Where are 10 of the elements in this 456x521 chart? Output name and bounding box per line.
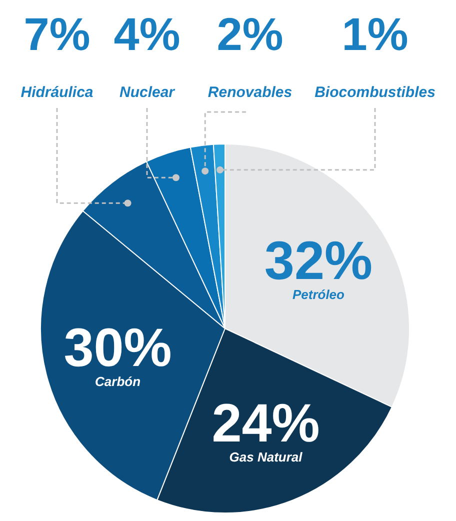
data-label: 2% xyxy=(216,8,284,60)
data-label: 4% xyxy=(114,8,180,60)
slice-label: Petróleo xyxy=(292,287,345,302)
slice-label: Renovables xyxy=(208,84,292,101)
slice-label: Hidráulica xyxy=(20,84,94,101)
data-label: 1% xyxy=(342,8,408,60)
slice-label: Nuclear xyxy=(119,84,176,101)
slice-label: Biocombustibles xyxy=(314,84,436,101)
slice-label: Carbón xyxy=(95,374,141,390)
data-label: 7% xyxy=(24,8,90,60)
